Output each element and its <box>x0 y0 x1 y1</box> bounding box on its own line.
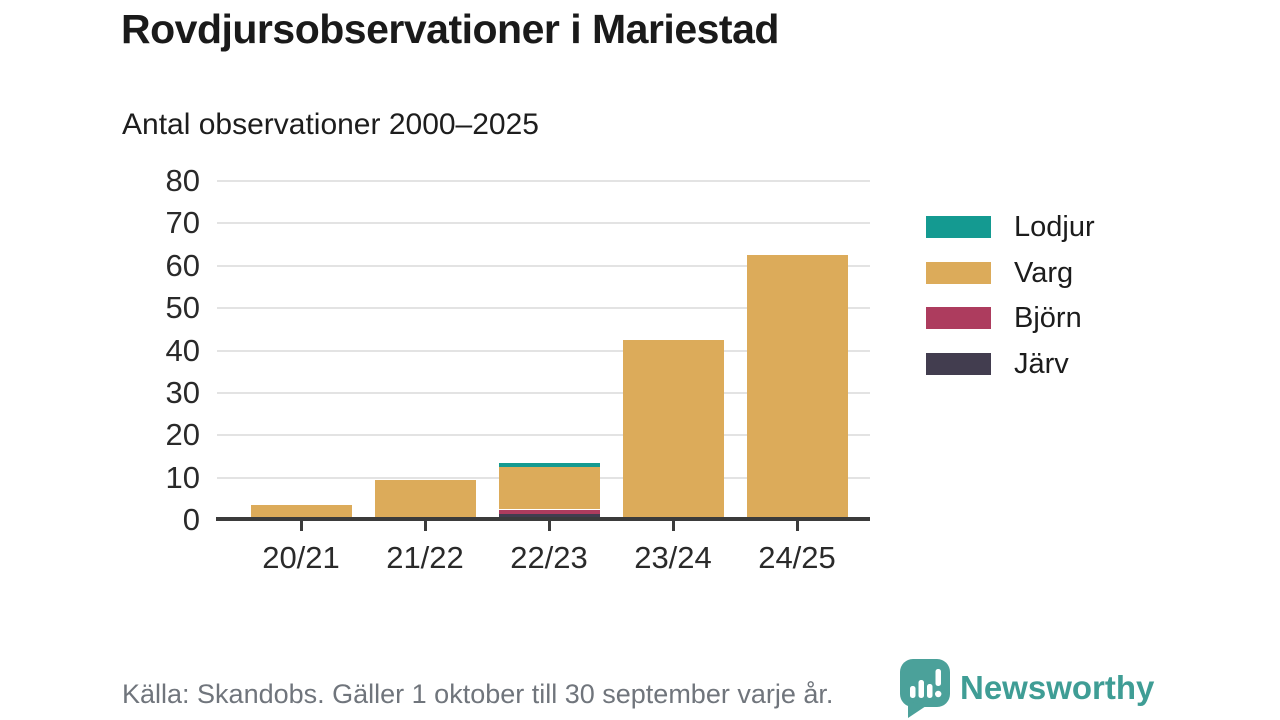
bar-segment-varg-20/21 <box>250 505 352 518</box>
x-tick-20/21 <box>299 521 303 531</box>
bar-segment-järv-22/23 <box>498 513 600 518</box>
x-axis-line <box>216 517 870 521</box>
legend-swatch-lodjur <box>926 216 991 238</box>
legend-swatch-järv <box>926 353 991 376</box>
legend-label-varg: Varg <box>1014 256 1074 289</box>
legend-item-lodjur: Lodjur <box>926 212 1095 242</box>
page-title: Rovdjursobservationer i Mariestad <box>121 6 779 52</box>
legend-swatch-björn <box>926 307 991 330</box>
x-tick-label-24/25: 24/25 <box>758 540 836 575</box>
x-tick-label-23/24: 23/24 <box>634 540 712 575</box>
x-tick-label-22/23: 22/23 <box>510 540 588 575</box>
gridline-30 <box>217 391 870 394</box>
gridline-20 <box>217 434 870 437</box>
gridline-50 <box>217 307 870 310</box>
newsworthy-wordmark: Newsworthy <box>960 669 1155 706</box>
y-tick-label-20: 20 <box>165 417 200 453</box>
y-tick-label-40: 40 <box>165 332 200 368</box>
legend-label-lodjur: Lodjur <box>1014 211 1095 243</box>
gridline-70 <box>217 222 870 225</box>
x-tick-label-21/22: 21/22 <box>386 540 464 575</box>
gridline-80 <box>217 180 870 182</box>
y-tick-label-60: 60 <box>165 247 200 283</box>
y-tick-label-50: 50 <box>165 290 200 326</box>
x-tick-label-20/21: 20/21 <box>262 540 340 575</box>
newsworthy-chart-bubble-icon <box>900 659 950 718</box>
x-tick-24/25 <box>795 521 799 531</box>
bar-segment-varg-23/24 <box>622 340 724 518</box>
gridline-60 <box>217 264 870 267</box>
legend-item-järv: Järv <box>926 349 1069 379</box>
chart-subtitle: Antal observationer 2000–2025 <box>122 108 539 141</box>
bar-segment-björn-22/23 <box>498 509 600 514</box>
newsworthy-logo: Newsworthy <box>898 657 1154 719</box>
legend-label-björn: Björn <box>1014 302 1082 335</box>
bar-segment-varg-21/22 <box>374 479 476 518</box>
x-tick-21/22 <box>423 521 427 531</box>
y-tick-label-10: 10 <box>165 459 200 495</box>
x-tick-23/24 <box>671 521 675 531</box>
bar-segment-varg-24/25 <box>746 255 848 518</box>
y-tick-label-80: 80 <box>165 163 200 198</box>
legend-item-björn: Björn <box>926 303 1082 333</box>
legend-item-varg: Varg <box>926 258 1073 288</box>
x-tick-22/23 <box>547 521 551 531</box>
gridline-40 <box>217 349 870 352</box>
bar-segment-varg-22/23 <box>498 467 600 510</box>
legend-label-järv: Järv <box>1014 348 1069 381</box>
y-tick-label-0: 0 <box>182 502 200 537</box>
source-note: Källa: Skandobs. Gäller 1 oktober till 3… <box>122 679 834 709</box>
y-tick-label-30: 30 <box>165 374 200 410</box>
y-tick-label-70: 70 <box>165 205 200 241</box>
bar-segment-lodjur-22/23 <box>498 462 600 468</box>
legend-swatch-varg <box>926 261 991 284</box>
